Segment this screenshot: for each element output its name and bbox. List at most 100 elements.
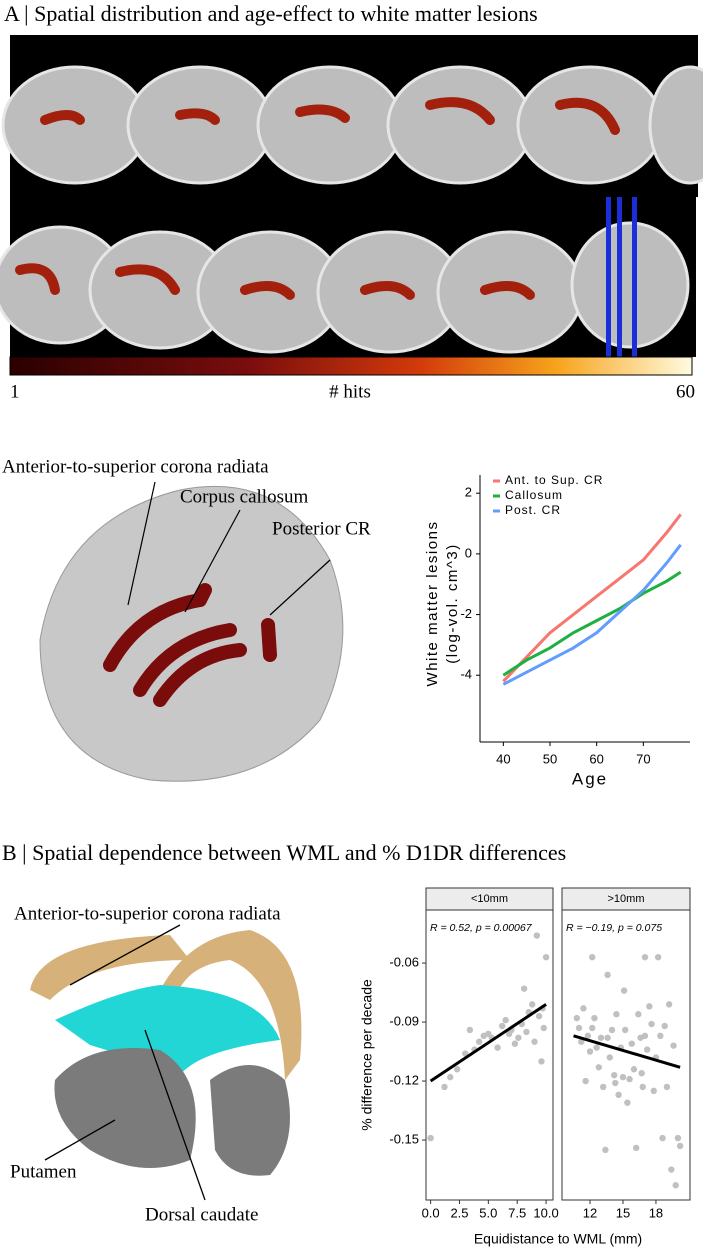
legend-label: Callosum xyxy=(505,488,563,502)
point xyxy=(573,1014,581,1022)
colorbar-min: 1 xyxy=(10,381,20,402)
point xyxy=(589,1024,596,1032)
point xyxy=(499,1022,506,1030)
point xyxy=(602,1146,609,1154)
point xyxy=(586,1048,594,1055)
point xyxy=(595,1064,603,1071)
y-tick-label: -0.12 xyxy=(389,1072,419,1087)
point xyxy=(604,971,611,979)
point xyxy=(624,1099,631,1106)
point xyxy=(630,1066,638,1073)
point xyxy=(626,1075,633,1083)
y-tick-label: 2 xyxy=(465,485,472,500)
point xyxy=(628,1040,635,1047)
point xyxy=(535,1012,543,1020)
y-axis-label: White matter lesions xyxy=(424,521,441,687)
point xyxy=(502,1016,509,1024)
x-tick-label: 10.0 xyxy=(533,1205,558,1220)
tract-label: Corpus callosum xyxy=(180,486,308,507)
point xyxy=(529,1001,536,1008)
y-tick-label: -0.15 xyxy=(389,1131,419,1146)
line-series xyxy=(502,570,682,677)
point xyxy=(654,953,662,961)
point xyxy=(643,1046,651,1053)
colorbar-max: 60 xyxy=(676,381,695,402)
x-tick-label: 18 xyxy=(649,1205,663,1220)
point xyxy=(648,1020,655,1028)
point xyxy=(672,1182,679,1189)
point xyxy=(657,1032,664,1040)
y-axis-label: (log-vol. cm^3) xyxy=(444,543,461,663)
point xyxy=(533,932,541,939)
point xyxy=(638,1069,645,1077)
annotation: R = 0.52, p = 0.00067 xyxy=(430,922,533,934)
y-tick-label: -2 xyxy=(460,606,472,621)
point xyxy=(427,1134,434,1142)
point xyxy=(475,1038,483,1045)
point xyxy=(542,953,550,961)
point xyxy=(641,1032,649,1040)
tract-label: Anterior-to-superior corona radiata xyxy=(2,456,269,477)
point xyxy=(646,1003,653,1010)
point xyxy=(619,1073,627,1081)
y-tick-label: -0.09 xyxy=(389,1014,419,1029)
point xyxy=(453,1066,461,1073)
annotation: R = −0.19, p = 0.075 xyxy=(566,922,662,934)
point xyxy=(663,1083,671,1091)
point xyxy=(520,985,528,992)
y-tick-label: -4 xyxy=(460,667,472,682)
panel-a-title: A | Spatial distribution and age-effect … xyxy=(4,1,538,26)
point xyxy=(612,1079,619,1087)
point xyxy=(615,1091,622,1099)
region-label: Dorsal caudate xyxy=(145,1204,258,1225)
point xyxy=(604,1034,611,1041)
point xyxy=(494,1044,501,1051)
x-tick-label: 40 xyxy=(496,751,510,766)
point xyxy=(582,1077,589,1085)
x-tick-label: 12 xyxy=(583,1205,597,1220)
point xyxy=(462,1050,469,1057)
striatum-3d xyxy=(30,924,302,1201)
point xyxy=(639,1083,646,1091)
point xyxy=(531,1038,538,1045)
point xyxy=(620,987,628,994)
point xyxy=(676,1142,684,1150)
y-tick-label: 0 xyxy=(465,545,472,560)
point xyxy=(659,1134,666,1142)
point xyxy=(641,953,649,961)
point xyxy=(621,1026,629,1034)
point xyxy=(608,1026,616,1034)
x-tick-label: 60 xyxy=(589,751,603,766)
region-label: Anterior-to-superior corona radiata xyxy=(14,903,281,924)
x-tick-label: 70 xyxy=(636,751,650,766)
region-label: Putamen xyxy=(10,1161,77,1182)
point xyxy=(447,1073,454,1081)
x-tick-label: 5.0 xyxy=(479,1205,497,1220)
point xyxy=(635,1011,642,1018)
x-tick-label: 50 xyxy=(543,751,557,766)
point xyxy=(670,1042,677,1049)
point xyxy=(511,1040,519,1047)
x-axis-label: Age xyxy=(572,769,608,788)
panel-b-title: B | Spatial dependence between WML and %… xyxy=(2,840,566,865)
fit-line xyxy=(573,1034,681,1069)
point xyxy=(584,1032,592,1040)
legend-label: Post. CR xyxy=(505,503,561,517)
point xyxy=(575,1024,583,1032)
panel xyxy=(561,909,691,1201)
line-series xyxy=(502,513,682,683)
fit-line xyxy=(429,1003,547,1083)
point xyxy=(523,1028,530,1036)
brain-3d xyxy=(39,481,344,782)
point xyxy=(632,1144,640,1152)
y-axis-label: % difference per decade xyxy=(359,979,375,1131)
point xyxy=(580,1005,587,1012)
point xyxy=(650,1087,657,1095)
legend-label: Ant. to Sup. CR xyxy=(505,473,603,487)
facet-title: >10mm xyxy=(608,893,645,905)
point xyxy=(600,1083,607,1091)
point xyxy=(661,1022,668,1030)
point xyxy=(441,1083,448,1091)
point xyxy=(540,1024,547,1032)
